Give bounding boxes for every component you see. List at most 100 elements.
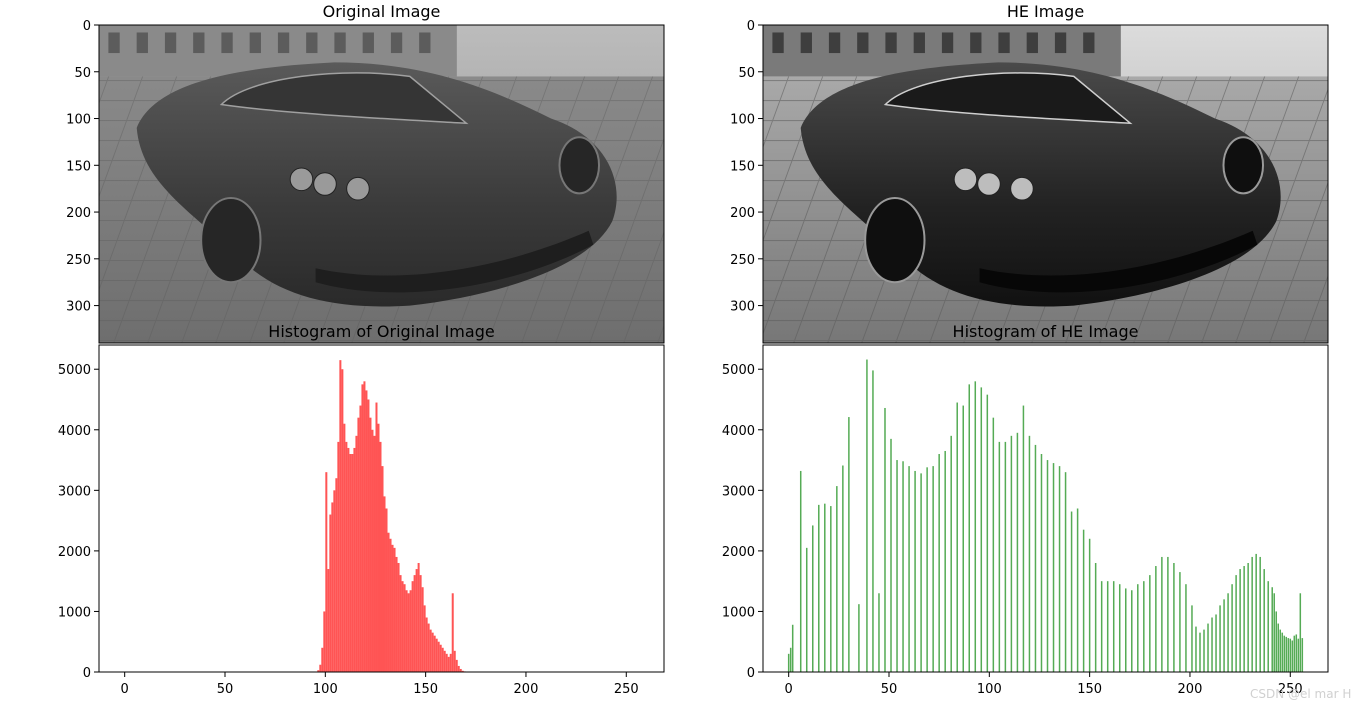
histogram-bar	[1207, 623, 1209, 672]
histogram-bar	[345, 441, 348, 672]
histogram-bar	[872, 370, 874, 672]
histogram-bar	[447, 656, 450, 672]
histogram-bar	[842, 465, 844, 672]
x-tick-label: 200	[514, 682, 539, 697]
histogram-bar	[1231, 584, 1233, 672]
histogram-bar	[389, 538, 392, 672]
histogram-bar	[317, 670, 320, 672]
histogram-bar	[329, 514, 332, 672]
histogram-bar	[341, 369, 344, 672]
histogram-bar	[1155, 566, 1157, 672]
histogram-bar	[944, 450, 946, 672]
histogram-bar	[1143, 581, 1145, 672]
histogram-bar	[361, 384, 364, 672]
y-tick-label: 3000	[722, 484, 755, 499]
he-image	[763, 25, 1328, 343]
histogram-bar	[1291, 640, 1294, 672]
x-tick-label: 100	[977, 682, 1002, 697]
histogram-bar	[1211, 617, 1213, 672]
y-tick-label: 1000	[58, 605, 91, 620]
axes-frame	[98, 24, 665, 344]
histogram-bar	[455, 659, 458, 672]
histogram-bar	[1277, 623, 1279, 672]
histogram-bar	[363, 381, 366, 672]
histogram-bar	[421, 587, 424, 672]
histogram-bar	[1040, 454, 1043, 672]
histogram-bar	[391, 544, 394, 672]
histogram-bar	[908, 466, 910, 672]
histogram-bar	[327, 569, 330, 672]
histogram-bar	[799, 470, 802, 672]
image-title: HE Image	[1007, 2, 1084, 21]
histogram-bar	[1281, 632, 1284, 672]
histogram-bar	[1275, 611, 1277, 672]
histogram-bar	[413, 575, 416, 672]
y-tick-label: 50	[74, 66, 91, 81]
histogram-bar	[1297, 638, 1300, 672]
histogram-bar	[1137, 584, 1139, 672]
histogram-bar	[1295, 634, 1298, 672]
histogram-bar	[399, 575, 402, 672]
histogram-bar	[914, 470, 916, 672]
y-tick-label: 100	[730, 113, 755, 128]
y-tick-label: 300	[66, 300, 91, 315]
axes-frame	[98, 344, 665, 673]
axes-frame	[762, 344, 1329, 673]
histogram-bar	[411, 581, 414, 672]
x-tick-label: 100	[313, 682, 338, 697]
y-tick-label: 2000	[722, 545, 755, 560]
histogram-bar	[335, 478, 338, 672]
histogram-bar	[1255, 553, 1257, 672]
histogram-bar	[878, 593, 880, 672]
histogram-bar	[395, 556, 398, 672]
y-tick-label: 150	[66, 159, 91, 174]
histogram-bar	[1161, 556, 1163, 672]
y-tick-label: 0	[83, 666, 91, 681]
histogram-bar	[789, 647, 792, 672]
histogram-bar	[435, 638, 438, 672]
histogram-bar	[429, 629, 432, 672]
histogram-bar	[415, 569, 418, 672]
histogram-bar	[830, 506, 832, 672]
y-tick-label: 200	[730, 206, 755, 221]
x-tick-label: 50	[217, 682, 234, 697]
histogram-bar	[1112, 581, 1115, 672]
histogram-bar	[791, 624, 794, 672]
histogram-bar	[968, 384, 971, 672]
histogram-bar	[1203, 629, 1205, 672]
histogram-bar	[1215, 614, 1217, 672]
y-tick-label: 0	[747, 19, 755, 34]
histogram-bar	[331, 502, 334, 672]
y-tick-label: 300	[730, 300, 755, 315]
original-image-panel: Original Image 0 50 100 150 200 250 300	[66, 2, 665, 344]
histogram-bar	[805, 547, 808, 672]
y-tick-label: 50	[738, 66, 755, 81]
histogram-bar	[333, 490, 336, 672]
histogram-bar	[1259, 556, 1261, 672]
histogram-bar	[956, 402, 958, 672]
x-tick-label: 0	[121, 682, 129, 697]
histogram-bar	[367, 399, 370, 672]
y-tick-label: 0	[747, 666, 755, 681]
histogram-bar	[377, 423, 380, 672]
histogram-bar	[393, 547, 396, 672]
histogram-bar	[938, 454, 940, 672]
histogram-bar	[1195, 626, 1197, 672]
histogram-bar	[1082, 529, 1085, 672]
x-tick-label: 250	[614, 682, 639, 697]
histogram-bar	[1131, 590, 1133, 672]
histogram-bar	[1273, 593, 1275, 672]
histogram-bar	[1287, 638, 1290, 672]
histogram-bar	[417, 563, 420, 672]
y-tick-label: 250	[730, 253, 755, 268]
histogram-bar	[387, 532, 390, 672]
histogram-bar	[403, 584, 406, 672]
histogram-bar	[459, 668, 462, 672]
histogram-bar	[1046, 460, 1049, 672]
histogram-bar	[423, 605, 426, 672]
histogram-bar	[998, 441, 1001, 672]
histogram-bar	[932, 466, 934, 672]
x-tick-label: 150	[413, 682, 438, 697]
